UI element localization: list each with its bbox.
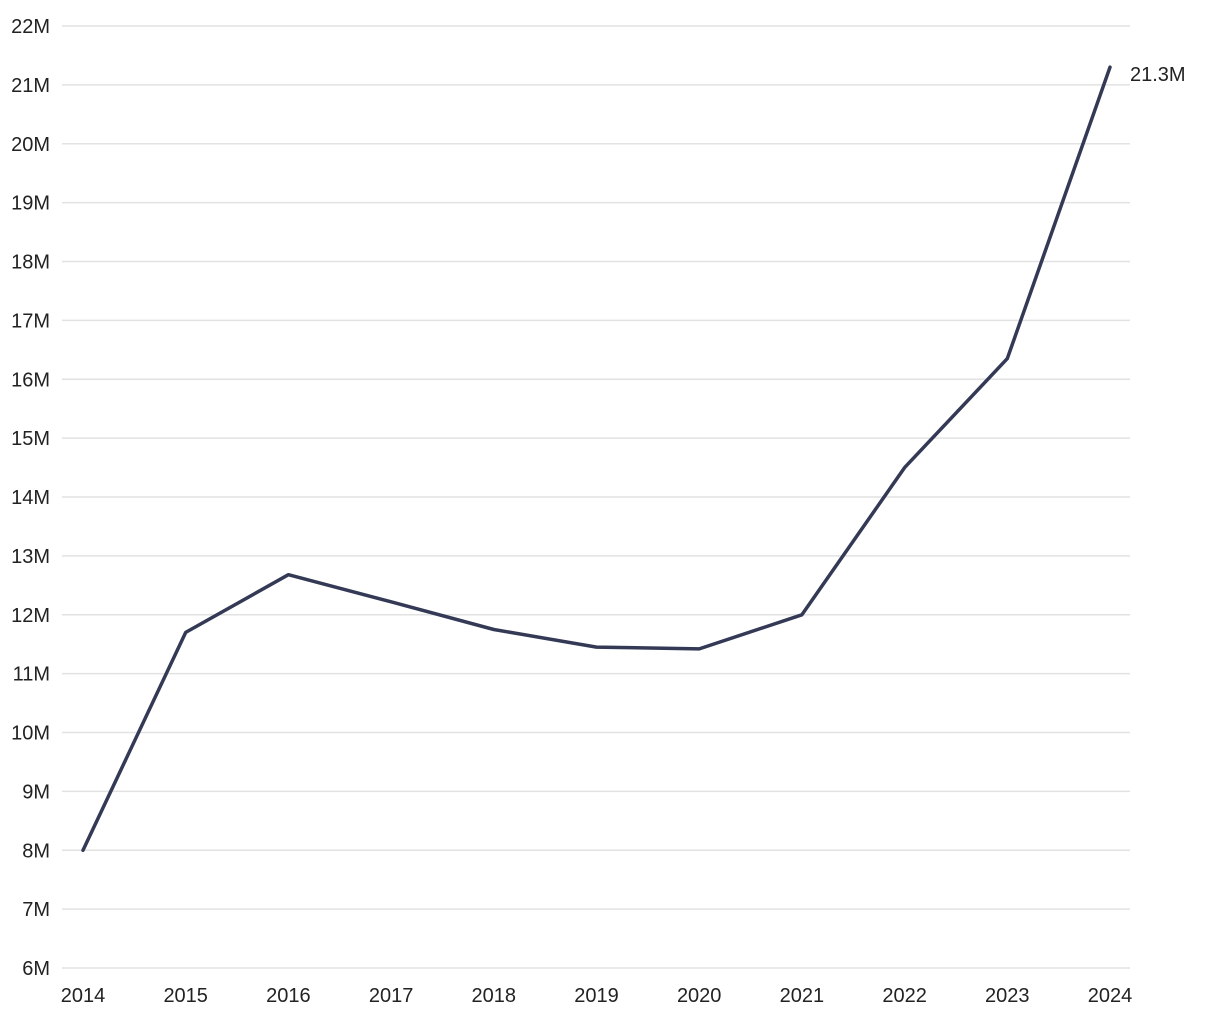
- x-tick-label: 2020: [677, 985, 722, 1007]
- y-tick-label: 18M: [11, 252, 50, 274]
- y-tick-label: 21M: [11, 75, 50, 97]
- x-tick-label: 2018: [472, 985, 517, 1007]
- y-tick-label: 17M: [11, 310, 50, 332]
- y-tick-label: 11M: [13, 664, 50, 686]
- x-tick-label: 2016: [266, 985, 311, 1007]
- y-tick-label: 7M: [22, 899, 50, 921]
- y-tick-label: 10M: [11, 723, 50, 745]
- x-tick-label: 2023: [985, 985, 1030, 1007]
- end-value-label: 21.3M: [1130, 64, 1186, 86]
- y-tick-label: 9M: [22, 781, 50, 803]
- y-tick-label: 22M: [11, 16, 50, 38]
- y-tick-label: 8M: [22, 840, 50, 862]
- y-tick-label: 13M: [11, 546, 50, 568]
- x-tick-label: 2017: [369, 985, 414, 1007]
- series-line: [81, 65, 1112, 853]
- y-tick-label: 15M: [11, 428, 50, 450]
- gridlines: [62, 25, 1130, 969]
- series-layer: [81, 65, 1112, 853]
- x-tick-label: 2014: [61, 985, 106, 1007]
- x-tick-label: 2021: [780, 985, 825, 1007]
- x-axis-tick-labels: 2014 2015 2016 2017 2018 2019 2020 2021 2022 2023…: [61, 985, 1133, 1007]
- y-tick-label: 16M: [11, 369, 50, 391]
- x-tick-label: 2024: [1088, 985, 1133, 1007]
- y-tick-label: 19M: [11, 193, 50, 215]
- data-labels: 21.3M: [1130, 64, 1186, 86]
- x-tick-label: 2019: [574, 985, 619, 1007]
- y-tick-label: 6M: [22, 958, 50, 980]
- x-tick-label: 2022: [882, 985, 927, 1007]
- y-tick-label: 20M: [11, 134, 50, 156]
- y-axis-tick-labels: 6M 7M 8M 9M 10M 11M 12M 13M 14M 15M 16M 17M 18M 19M 20…: [11, 16, 50, 980]
- x-tick-label: 2015: [163, 985, 208, 1007]
- y-tick-label: 12M: [11, 605, 50, 627]
- y-tick-label: 14M: [11, 487, 50, 509]
